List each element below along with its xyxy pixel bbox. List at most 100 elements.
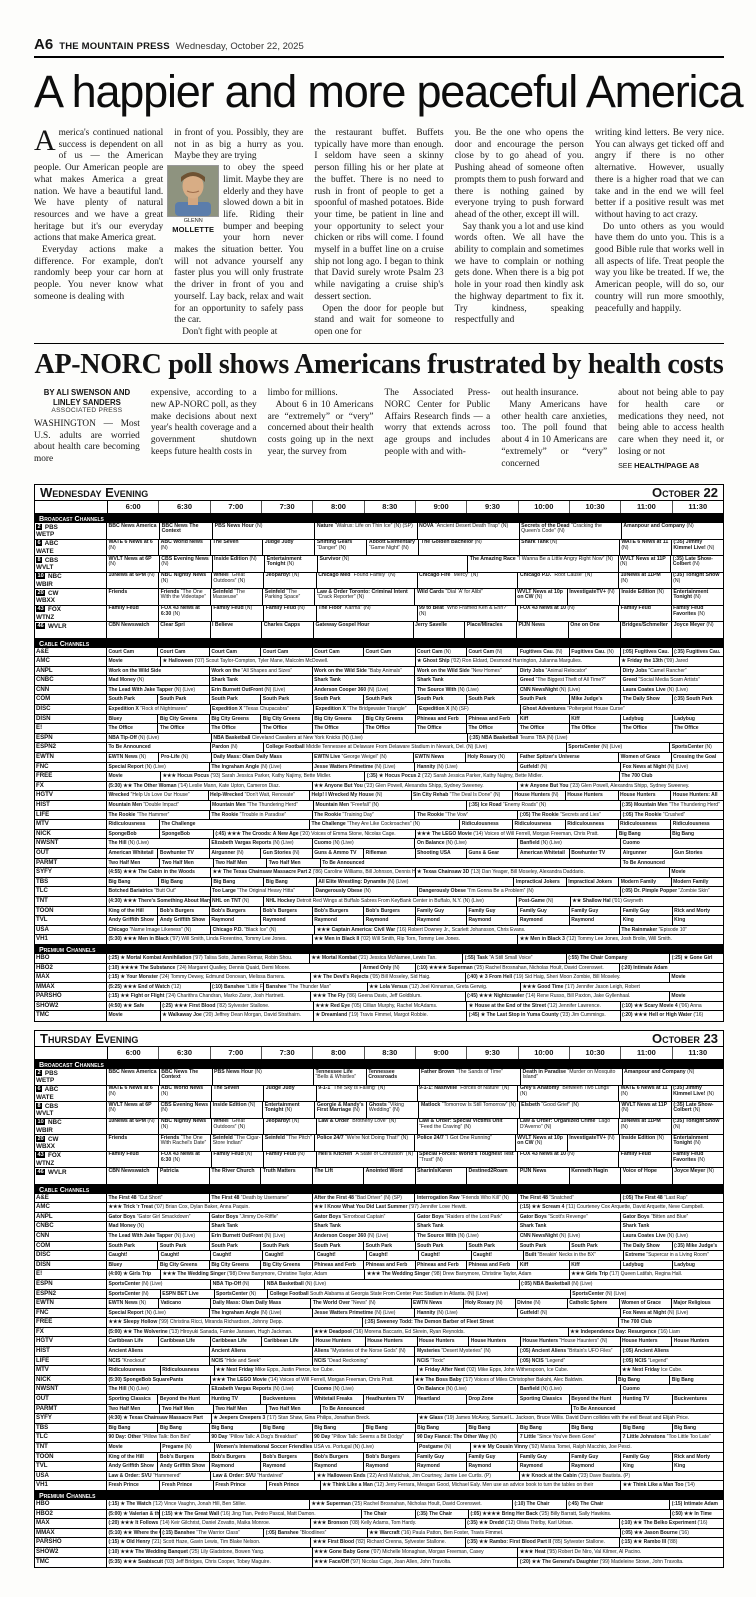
program-title: Shark Tank bbox=[314, 677, 341, 684]
program-cell: ★★★ Hocus Pocus ('93) Sarah Jessica Park… bbox=[161, 772, 366, 781]
program-cell: Mad Money (N) bbox=[107, 676, 210, 685]
program-cell: Daily Mass: Olam Daily Mass bbox=[212, 753, 313, 762]
channel-name: COM bbox=[36, 695, 51, 703]
program-title: 7 Little bbox=[519, 1434, 536, 1441]
program-title: Caught! bbox=[316, 1252, 336, 1259]
program-title: Expedition X bbox=[315, 706, 346, 713]
channel-name: MMAX bbox=[36, 982, 55, 990]
program-cell: ★★★ The LEGO Movie ('14) Voices of Will … bbox=[211, 1375, 414, 1385]
program-cell: Raymond bbox=[313, 916, 365, 925]
channel-number: 2 bbox=[36, 523, 43, 530]
section-bar: Premium Channels bbox=[35, 1490, 723, 1500]
channel-name: HIST bbox=[36, 801, 50, 808]
channel-row: 46 WVLR CBN Newswatch Clear Spri I Believe C… bbox=[35, 622, 723, 639]
program-cell: FOX 43 News at 10 (N) bbox=[518, 605, 620, 621]
program-cell: (:05) Ancient Aliens “Britain's UFO File… bbox=[518, 1347, 622, 1356]
program-title: Banfield bbox=[519, 1386, 540, 1393]
program-title: The Office bbox=[108, 725, 133, 732]
program-title: South Park bbox=[417, 696, 444, 703]
program-title: Bob's Burgers bbox=[262, 1453, 298, 1460]
program-cell: Expedition X “Rock of Nightmares” bbox=[107, 705, 211, 714]
channel-row: 2 PBS WETP BBC News America BBC News The Co… bbox=[35, 523, 723, 540]
program-title: Bowhunter TV bbox=[159, 849, 194, 856]
program-cell: (5:00) ★ Valerian & the City of a Thousa… bbox=[107, 1509, 161, 1519]
channel-row: COM South Park South Park South Park South P… bbox=[35, 1241, 723, 1252]
program-cell: South Park bbox=[518, 695, 570, 705]
program-cell: ★ Texas Chainsaw 3D ('13) Dan Yeager, Bi… bbox=[416, 868, 670, 877]
channel-label: DISC bbox=[35, 705, 107, 714]
program-cell: NBA Tip-Off (N) bbox=[211, 1279, 266, 1289]
program-title: Caught! bbox=[108, 1252, 128, 1259]
program-title: The Hill bbox=[108, 1386, 127, 1393]
program-cell: Charles Capps bbox=[262, 622, 314, 638]
channel-label: TVL bbox=[35, 916, 107, 925]
program-cell: Fresh Prince bbox=[160, 1481, 214, 1490]
masthead: A6 THE MOUNTAIN PRESS Wednesday, October… bbox=[34, 36, 724, 58]
program-title: Big Bang bbox=[618, 1376, 640, 1383]
paragraph: limbo for millions. bbox=[267, 388, 338, 398]
program-cell: Raymond bbox=[570, 1462, 622, 1471]
program-cell: The First 48 “Snatched” bbox=[518, 1193, 622, 1203]
program-cell: Raymond bbox=[467, 1462, 519, 1471]
program-title: South Park bbox=[468, 1242, 495, 1249]
program-title: Holy Rosary bbox=[465, 1300, 495, 1307]
program-cell: BBC News The Context bbox=[160, 1069, 213, 1085]
program-cell: Family Feud (N) bbox=[264, 1151, 317, 1168]
program-title: Two Half Men bbox=[215, 1405, 248, 1412]
program-title: Armed Only bbox=[362, 964, 392, 971]
program-cell: Bob's Burgers bbox=[364, 906, 416, 916]
program-cell: House Hunters bbox=[621, 1337, 673, 1347]
program-cell: Raymond bbox=[364, 916, 416, 925]
program-title: NBA Tip-Off bbox=[108, 734, 137, 741]
program-cell: Special Report (N) (Live) bbox=[107, 1308, 210, 1318]
program-title: SportsCenter bbox=[216, 1290, 248, 1297]
program-cell: (4:30) ★ Texas Chainsaw Massacre Part bbox=[107, 1414, 212, 1423]
program-cell: ★ Ghost Ship ('02) Ron Eldard, Desmond H… bbox=[416, 657, 620, 666]
program-cell: Tennessee Crossroads bbox=[367, 1069, 420, 1085]
program-cell: Family Feud (N) bbox=[264, 605, 317, 621]
program-title: Big Bang bbox=[265, 878, 288, 885]
program-cell: ★★★ Red Eye ('05) Cillian Murphy, Rachel… bbox=[314, 1001, 468, 1011]
channel-label: HBO2 bbox=[35, 963, 107, 973]
time-header-spacer bbox=[35, 501, 108, 513]
channel-name: HIST bbox=[36, 1347, 50, 1355]
program-title: Kiff bbox=[519, 1261, 529, 1268]
paper-name: THE MOUNTAIN PRESS bbox=[59, 41, 170, 52]
program-title: Wheel bbox=[213, 1118, 229, 1125]
channel-network: FOX bbox=[46, 606, 61, 613]
channel-row: SYFY (4:55) ★★★ The Cabin in the Woods ★★ … bbox=[35, 868, 723, 878]
program-cell: Court Cam bbox=[210, 647, 262, 657]
program-title: Expedition X bbox=[212, 706, 243, 713]
program-title: Movie bbox=[108, 773, 123, 780]
paragraph: out health insurance. bbox=[501, 388, 579, 398]
program-cell: EWTN News bbox=[414, 753, 466, 762]
program-cell: EWTN News (N) bbox=[107, 1299, 160, 1308]
program-title: Greed bbox=[622, 677, 638, 684]
program-title: ★★★ My Cousin Vinny bbox=[472, 1444, 528, 1450]
program-title: House Hunters bbox=[673, 1338, 710, 1345]
program-title: (:20) Intimate Adam bbox=[621, 964, 668, 971]
program-title: (:05) Ancient Aliens bbox=[622, 1348, 669, 1355]
channel-label: HBO2 bbox=[35, 1509, 107, 1519]
channel-label: OUT bbox=[35, 1395, 107, 1404]
program-cell: Ghosts “Viking Wedding” (N) bbox=[367, 1102, 420, 1118]
channel-row: MAX (:15) ★ Your Monster ('24) Tommy Dewe… bbox=[35, 973, 723, 983]
program-cell: The Office bbox=[621, 724, 673, 733]
program-cell: Caribbean Life bbox=[262, 1337, 314, 1347]
channel-network: PBS bbox=[43, 1069, 58, 1077]
channel-number: 6 bbox=[36, 540, 43, 547]
channel-row: HBO (:25) ★ Mortal Kombat Annihilation ('… bbox=[35, 953, 723, 964]
program-title: Bob's Burgers bbox=[211, 907, 246, 914]
channel-label: 6 ABC WATE bbox=[35, 1085, 107, 1102]
program-title: Bob's Burgers bbox=[262, 907, 298, 914]
program-cell: Elizabeth Vargas Reports (N) (Live) bbox=[210, 1385, 313, 1395]
program-title: Aliens bbox=[314, 1348, 330, 1355]
program-cell: Survivor (N) bbox=[318, 556, 469, 572]
program-title: Special Report bbox=[108, 1309, 144, 1316]
program-title: (:35) Ice Road bbox=[468, 802, 502, 808]
program-cell: Special Forces: World's Toughest Test “T… bbox=[418, 1151, 519, 1168]
channel-name: TVL bbox=[36, 1462, 48, 1470]
paragraph: WASHINGTON — Most U.S. adults are worrie… bbox=[34, 418, 140, 465]
program-title: Seinfeld bbox=[212, 1135, 233, 1141]
time-slot: 8:00 bbox=[313, 1047, 365, 1060]
